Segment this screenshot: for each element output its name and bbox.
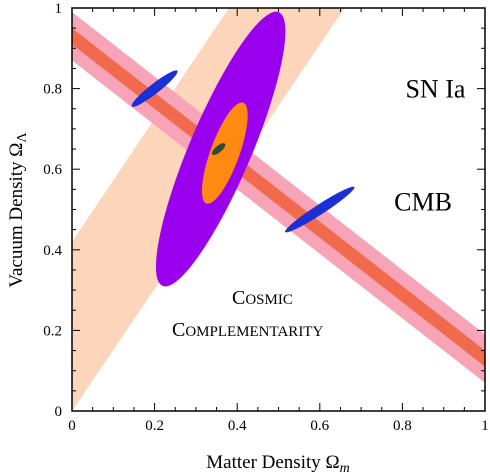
cmb-label: CMB (394, 187, 452, 216)
cmb-inner (72, 28, 485, 367)
y-axis-title: Vacuum Density ΩΛ (6, 132, 30, 288)
x-tick-label: 1 (481, 418, 489, 434)
annotations: SN Ia CMB (394, 75, 466, 217)
cosmic-label: COSMIC (232, 287, 293, 309)
y-tick-label: 0.2 (43, 323, 62, 339)
x-tick-label: 0 (68, 418, 76, 434)
complementarity-label: COMPLEMENTARITY (172, 319, 323, 341)
y-tick-label: 0.6 (43, 162, 62, 178)
cmb-contour-blue-1 (131, 70, 178, 107)
x-tick-label: 0.6 (310, 418, 329, 434)
x-axis-title: Matter Density Ωm (206, 452, 350, 476)
x-tick-label: 0.2 (145, 418, 164, 434)
x-tick-label: 0.8 (393, 418, 412, 434)
y-tick-label: 0.4 (43, 243, 62, 259)
combined-core (211, 143, 226, 155)
plot-regions (72, 8, 485, 411)
y-tick-label: 0 (55, 404, 63, 420)
axis-ticks (71, 7, 486, 412)
y-tick-label: 1 (55, 1, 63, 17)
x-tick-label: 0.4 (228, 418, 247, 434)
cmb-contour-blue-2 (285, 186, 355, 233)
combined-inner (201, 102, 248, 204)
axis-tick-labels: 0 0.2 0.4 0.6 0.8 1 0 0.2 0.4 0.6 0.8 1 (43, 1, 489, 434)
sn-ia-label: SN Ia (405, 75, 465, 104)
y-tick-label: 0.8 (43, 82, 62, 98)
